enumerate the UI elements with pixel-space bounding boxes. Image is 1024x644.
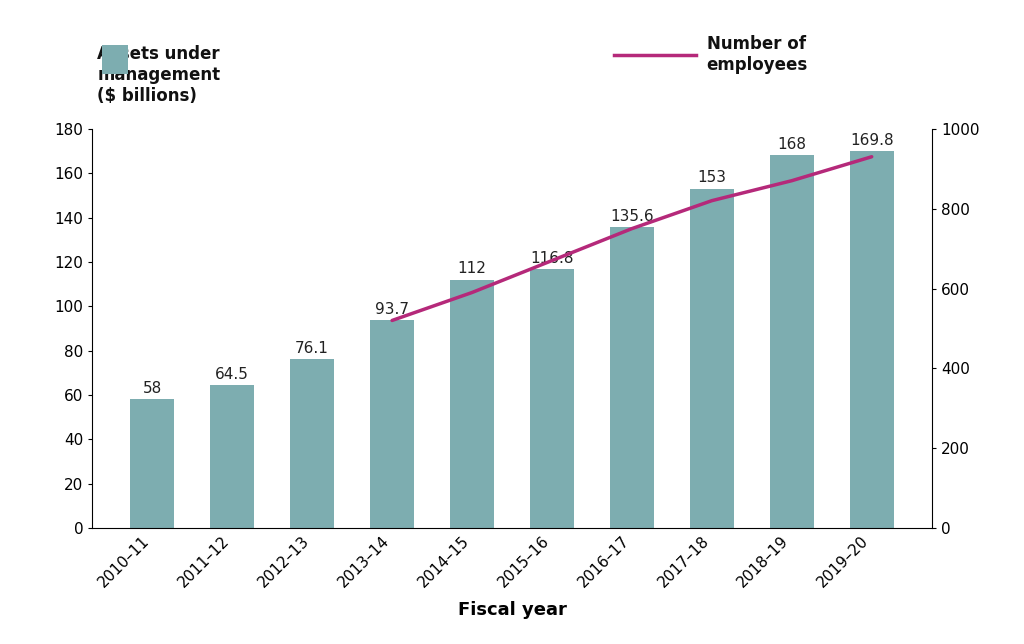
Bar	[290, 359, 334, 528]
Text: 169.8: 169.8	[850, 133, 894, 148]
Text: 135.6: 135.6	[610, 209, 653, 224]
Bar	[210, 385, 254, 528]
Text: Number of
employees: Number of employees	[707, 35, 808, 74]
Text: Assets under
management
($ billions): Assets under management ($ billions)	[97, 45, 220, 105]
Text: 64.5: 64.5	[215, 366, 249, 382]
Bar	[370, 320, 414, 528]
Text: 116.8: 116.8	[530, 251, 573, 266]
Bar	[530, 269, 573, 528]
Bar	[690, 189, 734, 528]
Text: 58: 58	[142, 381, 162, 396]
Bar	[130, 399, 174, 528]
Bar	[770, 155, 814, 528]
Text: 168: 168	[777, 137, 806, 152]
X-axis label: Fiscal year: Fiscal year	[458, 601, 566, 619]
Bar	[451, 279, 494, 528]
Text: 93.7: 93.7	[375, 302, 410, 317]
Bar	[610, 227, 654, 528]
Bar	[850, 151, 894, 528]
Text: 76.1: 76.1	[295, 341, 329, 356]
Text: 153: 153	[697, 171, 726, 185]
Text: 112: 112	[458, 261, 486, 276]
